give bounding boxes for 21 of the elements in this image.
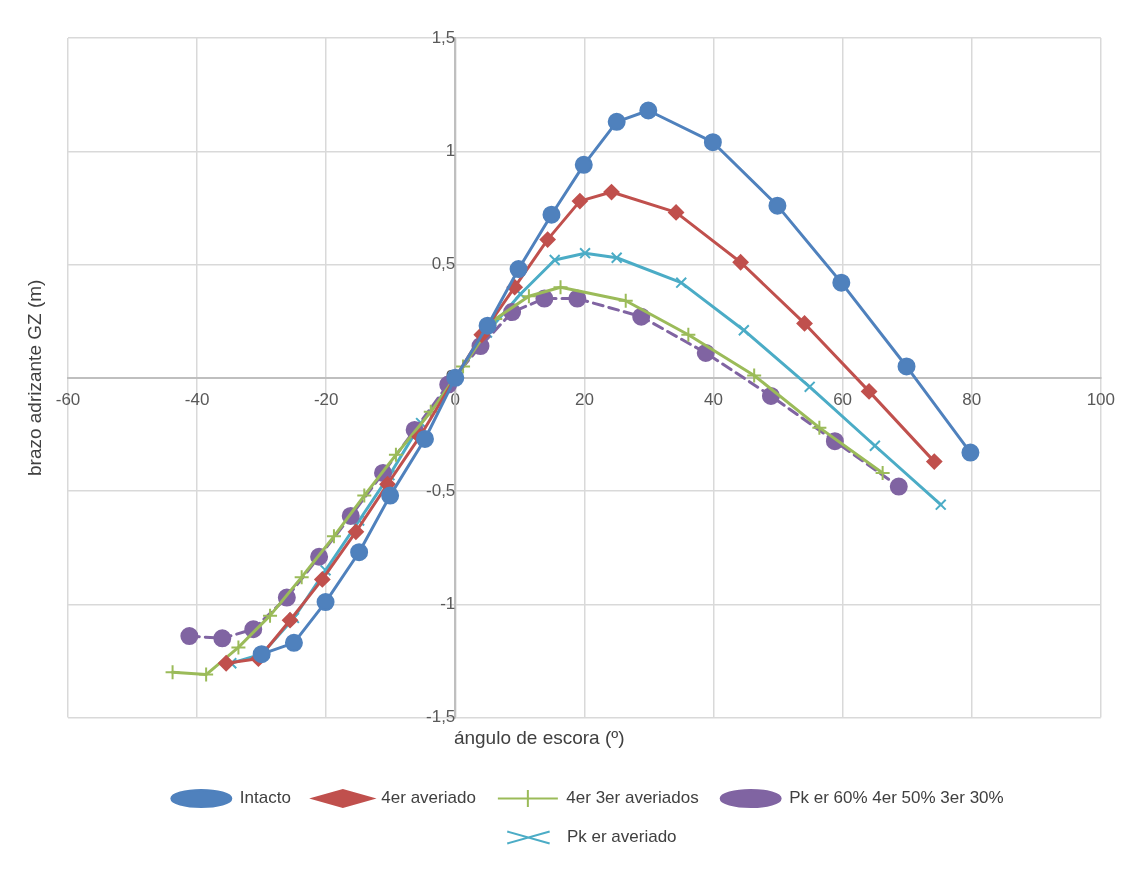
x-tick-label: 60 [833, 389, 853, 409]
legend-label: 4er averiado [381, 788, 476, 808]
legend-label: Pk er averiado [566, 827, 677, 847]
y-tick-label: -1,5 [426, 707, 456, 727]
y-tick-label: 1,5 [431, 27, 456, 47]
x-tick-label: -20 [313, 389, 339, 409]
y-tick-label: -1 [440, 594, 456, 614]
y-axis-title: brazo adrizante GZ (m) [24, 279, 46, 476]
x-axis-title: ángulo de escora (º) [453, 727, 625, 749]
legend-label: Pk er 60% 4er 50% 3er 30% [789, 788, 1004, 808]
legend-label: 4er 3er averiados [566, 788, 699, 808]
x-tick-label: -60 [55, 389, 81, 409]
x-tick-label: 80 [962, 389, 982, 409]
y-tick-label: 0,5 [431, 254, 456, 274]
x-tick-label: -40 [184, 389, 210, 409]
legend-label: Intacto [239, 788, 291, 808]
x-tick-label: 40 [704, 389, 723, 409]
x-tick-label: 100 [1086, 389, 1116, 409]
y-tick-label: -0,5 [426, 480, 456, 500]
x-tick-label: 20 [574, 389, 594, 409]
y-tick-label: 1 [445, 140, 456, 160]
